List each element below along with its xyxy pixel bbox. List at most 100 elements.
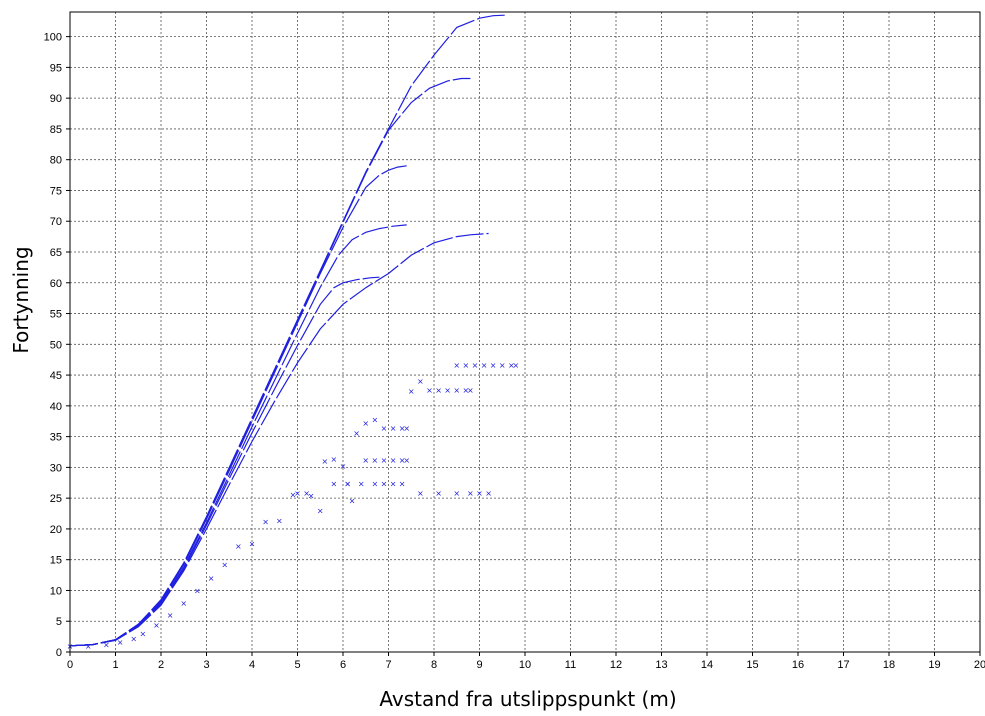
x-tick-label: 10: [519, 659, 531, 671]
data-point-marker: ×: [321, 457, 328, 466]
data-point-marker: ×: [381, 479, 388, 488]
data-point-marker: ×: [117, 638, 124, 647]
data-point-marker: ×: [371, 456, 378, 465]
data-point-marker: ×: [403, 456, 410, 465]
y-tick-label: 15: [50, 555, 62, 567]
data-point-marker: ×: [353, 429, 360, 438]
x-tick-label: 2: [158, 659, 164, 671]
plot-frame: [69, 11, 981, 653]
x-axis-label: Avstand fra utslippspunkt (m): [379, 687, 676, 711]
data-point-marker: ×: [508, 361, 515, 370]
data-point-marker: ×: [139, 630, 146, 639]
data-point-marker: ×: [249, 540, 256, 549]
series-markers-11: × × × × × × ××: [453, 361, 519, 370]
x-tick-label: 0: [67, 659, 73, 671]
data-point-marker: ×: [303, 489, 310, 498]
data-point-marker: ×: [399, 424, 406, 433]
y-tick-label: 70: [50, 216, 62, 228]
data-point-marker: ×: [417, 489, 424, 498]
data-point-marker: ×: [103, 641, 110, 650]
data-point-marker: ×: [276, 516, 283, 525]
y-tick-label: 95: [50, 62, 62, 74]
x-tick-label: 20: [974, 659, 985, 671]
data-point-marker: ×: [417, 377, 424, 386]
data-point-marker: ×: [390, 424, 397, 433]
data-point-marker: ×: [435, 489, 442, 498]
y-tick-label: 25: [50, 493, 62, 505]
data-point-marker: ×: [317, 506, 324, 515]
y-tick-label: 0: [56, 647, 62, 659]
y-tick-label: 10: [50, 585, 62, 597]
y-tick-label: 45: [50, 370, 62, 382]
x-tick-label: 18: [883, 659, 895, 671]
data-point-marker: ×: [481, 361, 488, 370]
y-tick-label: 35: [50, 432, 62, 444]
data-point-marker: ×: [462, 361, 469, 370]
data-point-marker: ×: [444, 386, 451, 395]
y-tick-label: 30: [50, 462, 62, 474]
y-tick-label: 100: [44, 32, 62, 44]
x-tick-label: 8: [431, 659, 437, 671]
data-point-marker: ×: [194, 586, 201, 595]
y-tick-label: 40: [50, 401, 62, 413]
data-point-marker: ×: [340, 462, 347, 471]
x-tick-label: 19: [928, 659, 940, 671]
data-point-marker: ×: [362, 456, 369, 465]
gridlines: [69, 12, 981, 653]
data-point-marker: ×: [294, 489, 301, 498]
y-tick-label: 60: [50, 278, 62, 290]
data-point-marker: ×: [435, 386, 442, 395]
series-markers-9: ××× ×× × ××: [344, 415, 410, 488]
data-point-marker: ×: [467, 386, 474, 395]
x-tick-label: 11: [565, 659, 576, 671]
x-tick-label: 14: [701, 659, 713, 671]
data-point-marker: ×: [362, 419, 369, 428]
x-tick-label: 15: [746, 659, 758, 671]
series-markers-7: × × × × ××××××××× ×× ×× ××× × × × × × ×× × × × × ×: [67, 479, 492, 650]
data-point-marker: ×: [358, 479, 365, 488]
series-group: × × × × ××××××××× ×× ×× ××× × × × × × ×× × × × × ×× ×× ×××× ×…: [67, 14, 519, 651]
data-point-marker: ×: [408, 387, 415, 396]
data-point-marker: ×: [476, 489, 483, 498]
y-tick-label: 55: [50, 309, 62, 321]
data-point-marker: ×: [371, 415, 378, 424]
x-tick-label: 13: [655, 659, 667, 671]
data-point-marker: ×: [453, 489, 460, 498]
data-point-marker: ×: [180, 599, 187, 608]
y-tick-label: 50: [50, 339, 62, 351]
data-point-marker: ×: [290, 490, 297, 499]
tick-labels: 0 1 2 3 4 5 6 7 8 9 10 11 12 13 14 15 16 17 18 19 2005101520…: [44, 32, 985, 671]
y-tick-label: 20: [50, 524, 62, 536]
x-tick-label: 9: [476, 659, 482, 671]
data-point-marker: ×: [331, 479, 338, 488]
x-tick-label: 3: [203, 659, 209, 671]
x-tick-label: 6: [340, 659, 346, 671]
data-point-marker: ×: [513, 361, 520, 370]
data-point-marker: ×: [499, 361, 506, 370]
y-tick-label: 85: [50, 124, 62, 136]
data-point-marker: ×: [381, 456, 388, 465]
x-tick-label: 4: [249, 659, 255, 671]
data-point-marker: ×: [426, 386, 433, 395]
data-point-marker: ×: [308, 492, 315, 501]
y-tick-label: 65: [50, 247, 62, 259]
data-point-marker: ×: [472, 361, 479, 370]
x-tick-label: 1: [112, 659, 118, 671]
data-point-marker: ×: [399, 456, 406, 465]
x-tick-label: 7: [385, 659, 391, 671]
y-axis-label: Fortynning: [9, 246, 33, 353]
data-point-marker: ×: [344, 479, 351, 488]
data-point-marker: ×: [262, 518, 269, 527]
series-markers-8: × ×× ×××× × × × ××: [294, 455, 410, 506]
data-point-marker: ×: [490, 361, 497, 370]
series-line-6: [69, 232, 489, 647]
x-tick-label: 5: [294, 659, 300, 671]
data-point-marker: ×: [453, 386, 460, 395]
data-point-marker: ×: [167, 611, 174, 620]
data-point-marker: ×: [371, 479, 378, 488]
data-point-marker: ×: [235, 542, 242, 551]
data-point-marker: ×: [344, 479, 351, 488]
data-point-marker: ×: [208, 574, 215, 583]
data-point-marker: ×: [221, 561, 228, 570]
x-tick-label: 12: [610, 659, 622, 671]
